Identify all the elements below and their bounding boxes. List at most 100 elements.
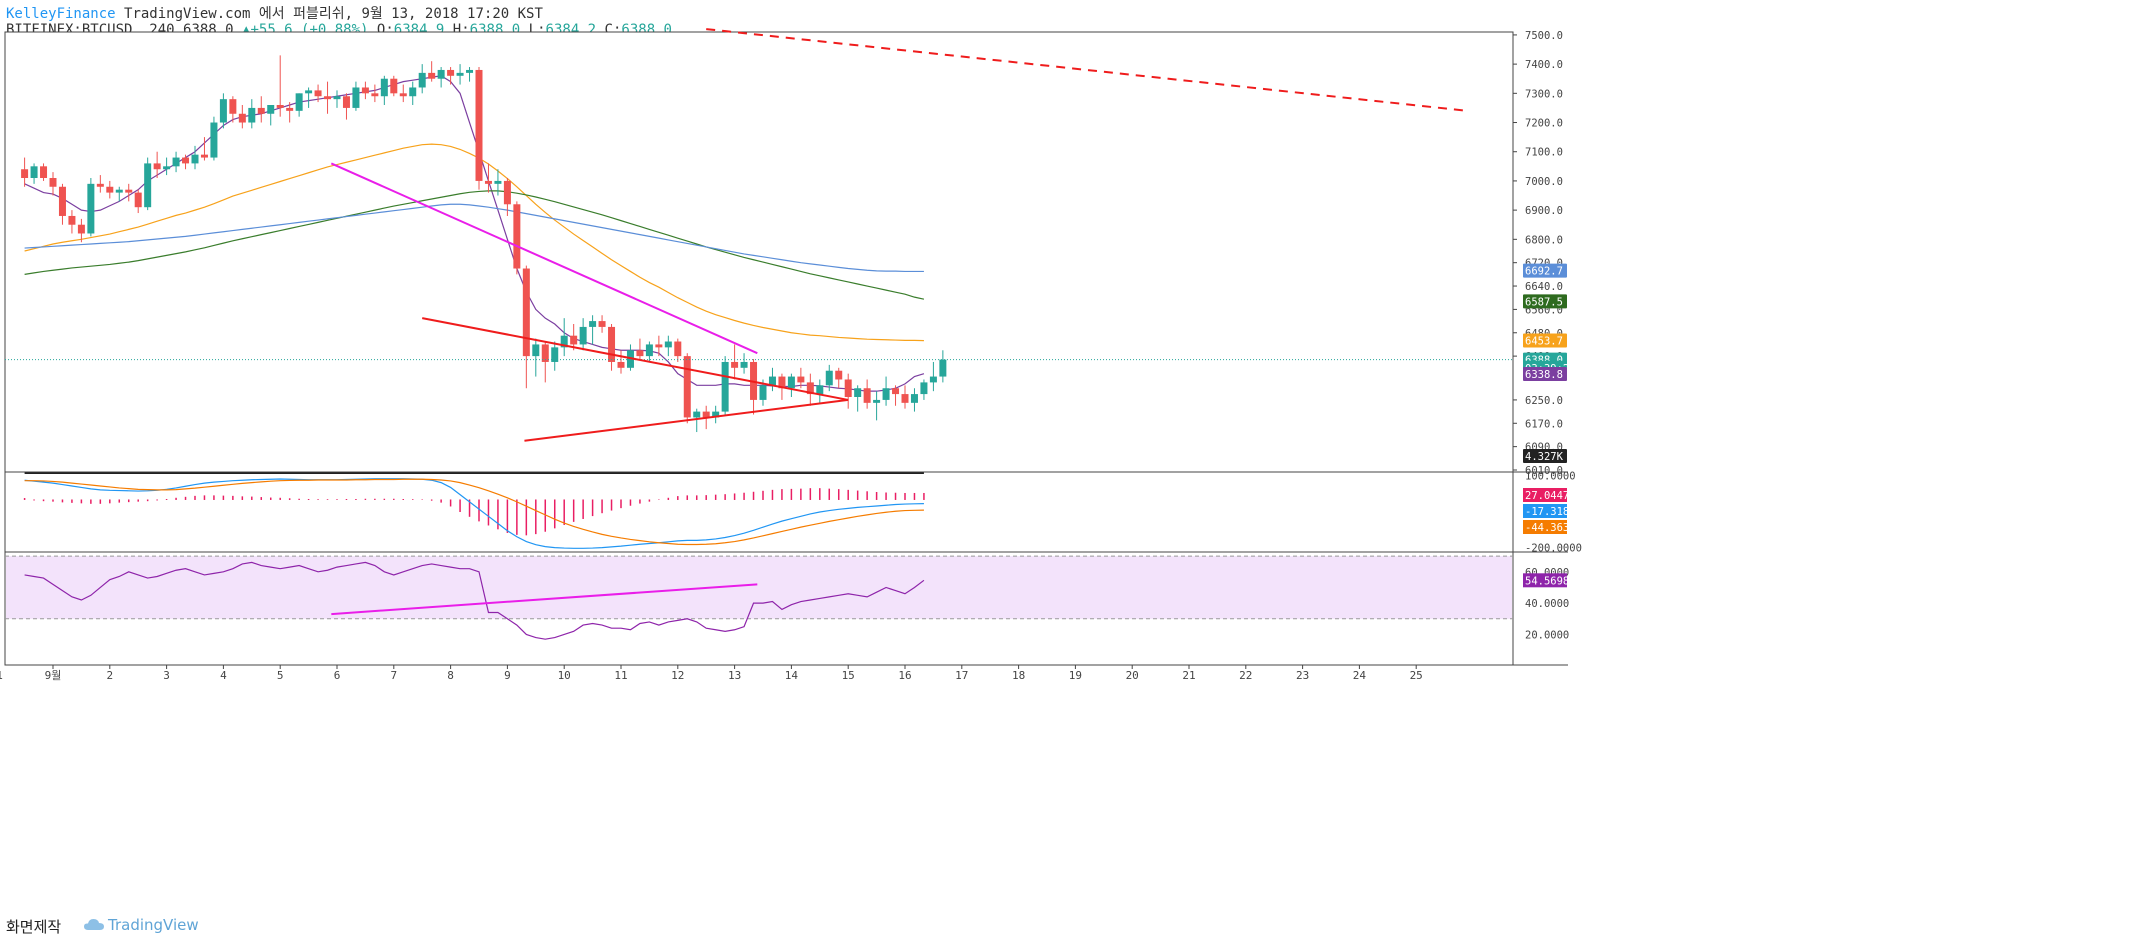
macd-tick-label: 100.0000: [1525, 470, 1576, 482]
candle-body: [579, 326, 587, 345]
candle-body: [87, 183, 95, 234]
candle-body: [664, 341, 672, 348]
candle-body: [380, 78, 388, 97]
candle-body: [740, 361, 748, 368]
candle-body: [248, 107, 256, 123]
candle-body: [768, 376, 776, 386]
price-label-value: 4.327K: [1525, 451, 1564, 463]
ma-line-green: [24, 190, 925, 300]
price-label-value: 6453.7: [1525, 335, 1563, 347]
publish-text: TradingView.com 에서 퍼블리쉬, 9월 13, 2018 17:…: [124, 6, 543, 22]
candle-body: [314, 90, 322, 97]
rsi-label-box: [1523, 573, 1567, 588]
tradingview-logo[interactable]: TradingView: [84, 916, 199, 934]
candle-body: [352, 87, 360, 108]
candle-body: [361, 87, 369, 94]
price-label-value: 6338.8: [1525, 369, 1563, 381]
time-tick-label: 9월: [45, 669, 62, 682]
candle-body: [115, 189, 123, 193]
candle-body: [428, 72, 436, 79]
candle-body: [324, 96, 332, 100]
candle-body: [182, 157, 190, 164]
price-label-box: [1523, 366, 1567, 381]
macd-signal-line: [24, 478, 924, 546]
time-tick-label: 11: [614, 669, 627, 682]
trend-line-magenta: [330, 162, 758, 355]
candle-body: [475, 69, 483, 181]
price-tick-label: 6800.0: [1525, 234, 1563, 246]
rsi-label-value: 54.5698: [1525, 575, 1569, 587]
time-tick-label: 23: [1296, 669, 1309, 682]
candle-body: [929, 376, 937, 383]
candle-body: [617, 361, 625, 368]
candle-body: [702, 411, 710, 418]
candle-body: [674, 341, 682, 357]
price-tick-label: 6010.0: [1525, 465, 1563, 477]
tradingview-brand: TradingView: [108, 916, 199, 934]
price-label-box: [1523, 294, 1567, 309]
candle-body: [125, 189, 133, 193]
footer-made-with: 화면제작: [6, 918, 62, 936]
price-tick-label: 7300.0: [1525, 88, 1563, 100]
price-tick-label: 7000.0: [1525, 176, 1563, 188]
candle-body: [835, 370, 843, 380]
candle-body: [163, 166, 171, 170]
candle-body: [371, 93, 379, 97]
candle-body: [503, 180, 511, 205]
candle-body: [96, 183, 104, 187]
publish-info: KelleyFinance TradingView.com 에서 퍼블리쉬, 9…: [6, 3, 543, 23]
candle-body: [134, 192, 142, 208]
candle-body: [494, 180, 502, 184]
candle-body: [759, 385, 767, 400]
candle-body: [513, 204, 521, 269]
price-tick-label: 7400.0: [1525, 59, 1563, 71]
time-tick-label: 3: [163, 669, 170, 682]
chart-area[interactable]: 7500.0 7400.0 7300.0 7200.0 7100.0 7000.0 6900…: [0, 0, 2141, 912]
candle-body: [399, 93, 407, 97]
candle-body: [655, 344, 663, 348]
candle-body: [333, 96, 341, 100]
rsi-tick-label: 20.0000: [1525, 629, 1569, 641]
candle-body: [873, 399, 881, 403]
candle-body: [939, 359, 947, 377]
candle-body: [466, 69, 474, 73]
price-tick-label: 6900.0: [1525, 205, 1563, 217]
macd-label-box: [1523, 520, 1567, 534]
price-tick-label: 7500.0: [1525, 30, 1563, 42]
time-tick-label: 10: [558, 669, 571, 682]
candle-body: [645, 344, 653, 357]
candle-body: [551, 347, 559, 362]
candle-body: [238, 113, 246, 123]
price-label-box: [1523, 333, 1567, 348]
price-label-value: 6587.5: [1525, 296, 1563, 308]
candle-body: [456, 72, 464, 76]
time-tick-label: 31: [0, 669, 3, 682]
time-tick-label: 8: [447, 669, 454, 682]
price-tick-label: 6250.0: [1525, 395, 1563, 407]
candle-body: [200, 154, 208, 158]
rsi-divergence-line: [331, 583, 758, 616]
candle-body: [409, 87, 417, 97]
candle-body: [21, 169, 29, 178]
candle-body: [219, 99, 227, 123]
candle-body: [712, 411, 720, 418]
candle-body: [77, 224, 85, 234]
candle-body: [484, 180, 492, 184]
candle-body: [854, 388, 862, 397]
rsi-line: [24, 561, 925, 640]
trend-line-red: [422, 317, 849, 401]
candle-body: [910, 394, 918, 403]
candle-body: [267, 105, 275, 114]
candle-body: [40, 166, 48, 178]
up-arrow-icon: ▲: [242, 22, 251, 38]
time-tick-label: 9: [504, 669, 511, 682]
candle-body: [210, 122, 218, 158]
candle-body: [816, 385, 824, 395]
macd-label-box: [1523, 488, 1567, 502]
candle-body: [532, 344, 540, 357]
author-name[interactable]: KelleyFinance: [6, 6, 116, 22]
time-tick-label: 22: [1239, 669, 1252, 682]
candle-body: [229, 99, 237, 114]
cloud-icon: [84, 919, 104, 930]
candle-body: [30, 166, 38, 178]
